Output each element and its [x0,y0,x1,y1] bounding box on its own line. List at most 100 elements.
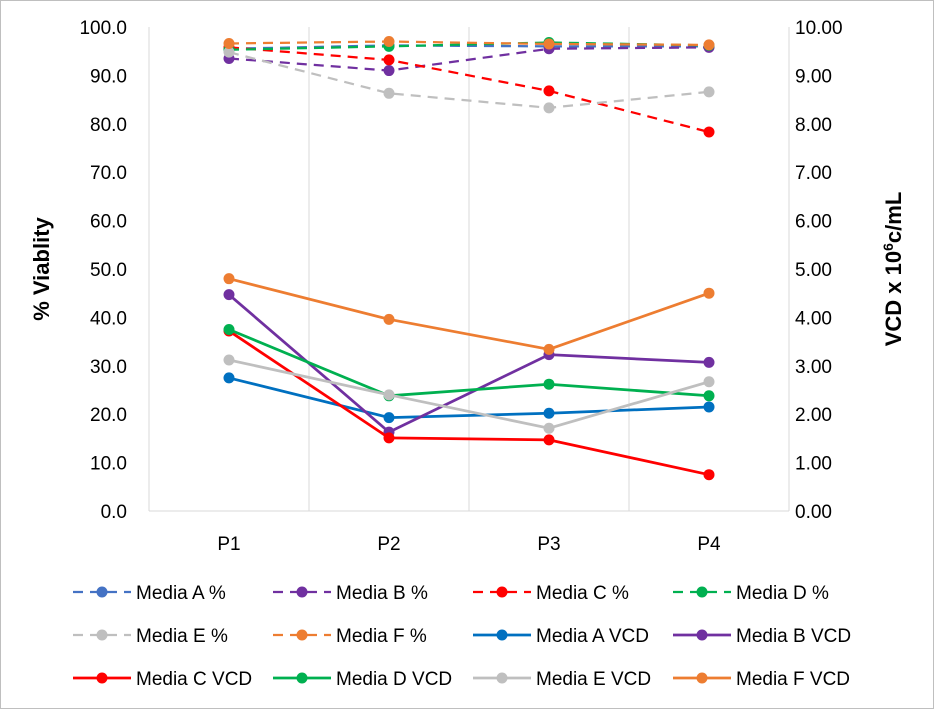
y-right-tick-label: 6.00 [795,212,832,233]
legend-swatch-marker [296,672,308,684]
series-line [228,46,710,134]
y-left-tick-label: 60.0 [90,212,127,233]
legend-label: Media C % [536,583,629,604]
data-point [383,389,395,401]
legend-swatch-marker [696,586,708,598]
legend-entry: Media C VCD [73,669,252,690]
legend-label: Media F % [336,626,427,647]
data-point [543,422,555,434]
y-right-tick-label: 3.00 [795,357,832,378]
legend-swatch-marker [96,586,108,598]
legend-label: Media A VCD [536,626,649,647]
y-right-axis-title: VCD x 106c/mL [880,192,906,347]
data-point [223,37,235,49]
series-media-e- [223,46,715,114]
data-point [383,54,395,66]
y-right-tick-label: 0.00 [795,502,832,523]
data-point [223,324,235,335]
legend-label: Media D % [736,583,829,604]
y-left-tick-label: 80.0 [90,115,127,136]
data-point [383,65,395,77]
data-point [703,39,715,51]
legend-swatch-marker [496,586,508,598]
data-point [703,356,715,368]
data-point [383,36,395,48]
data-point [543,434,555,446]
legend-swatch-marker [696,629,708,641]
data-point [383,412,395,424]
y-left-axis-title: % Viablity [29,216,54,320]
legend-entry: Media C % [473,583,629,604]
legend-swatch-marker [296,629,308,641]
series-line [228,46,710,72]
legend-entry: Media A % [73,583,226,604]
data-point [383,432,395,444]
y-left-tick-label: 50.0 [90,260,127,281]
data-point [703,126,715,138]
data-point [223,289,235,301]
data-point [223,372,235,384]
series-line [228,51,710,109]
series-line [228,358,710,430]
series-media-d-vcd [223,324,715,402]
x-tick-labels: P1 P2 P3 P4 [217,534,721,555]
y-right-tick-label: 10.00 [795,18,843,39]
data-point [703,469,715,481]
legend-entry: Media B VCD [673,626,851,647]
legend-entry: Media F VCD [673,669,850,690]
legend-label: Media C VCD [136,669,252,690]
data-point [543,407,555,419]
x-tick-label: P4 [697,534,721,555]
data-point [543,85,555,97]
data-point [383,313,395,325]
y-right-title-sup: 6 [880,243,896,251]
y-right-tick-label: 7.00 [795,163,832,184]
y-right-tick-labels: 0.00 1.00 2.00 3.00 4.00 5.00 6.00 7.00 8.00 9.00… [795,18,843,523]
legend-entry: Media D VCD [273,669,452,690]
x-tick-label: P3 [537,534,560,555]
y-right-tick-label: 2.00 [795,405,832,426]
series-line [228,329,710,477]
legend-swatch-marker [496,629,508,641]
data-point [703,376,715,388]
y-right-tick-label: 1.00 [795,454,832,475]
data-point [223,273,235,285]
legend-swatch-marker [496,672,508,684]
legend-swatch-marker [96,629,108,641]
legend-label: Media B % [336,583,428,604]
legend-entry: Media E % [73,626,228,647]
data-point [543,343,555,355]
legend: Media A % Media B % Media C % Media D % Medi… [73,583,851,690]
y-right-tick-label: 9.00 [795,66,832,87]
legend-label: Media D VCD [336,669,452,690]
data-point [383,87,395,99]
legend-swatch-marker [696,672,708,684]
y-left-tick-label: 90.0 [90,66,127,87]
x-tick-label: P2 [377,534,400,555]
gridlines [308,27,630,511]
y-left-tick-label: 100.0 [79,18,127,39]
series-line [228,277,710,351]
data-point [703,86,715,98]
legend-label: Media A % [136,583,226,604]
y-left-tick-label: 0.0 [101,502,127,523]
legend-label: Media F VCD [736,669,850,690]
data-point [543,38,555,50]
series-line [228,376,710,419]
legend-label: Media B VCD [736,626,851,647]
y-left-tick-label: 20.0 [90,405,127,426]
data-point [543,378,555,390]
series-line [228,328,710,398]
legend-entry: Media B % [273,583,428,604]
y-right-tick-label: 4.00 [795,308,832,329]
y-left-tick-label: 30.0 [90,357,127,378]
series-media-e-vcd [223,354,715,434]
y-left-tick-label: 40.0 [90,308,127,329]
legend-entry: Media A VCD [473,626,649,647]
legend-swatch-marker [96,672,108,684]
series-lines [223,36,715,481]
y-left-tick-labels: 0.0 10.0 20.0 30.0 40.0 50.0 60.0 70.0 80.0 90.0 1… [79,18,127,523]
series-line [228,44,709,50]
